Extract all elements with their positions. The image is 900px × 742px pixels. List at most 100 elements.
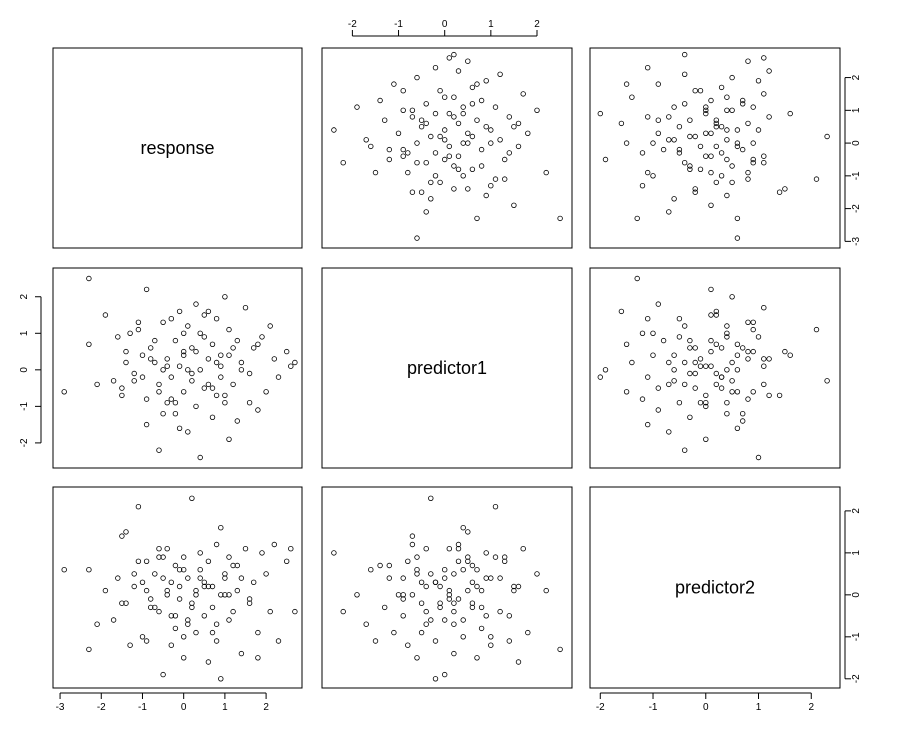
- data-point: [267, 323, 273, 329]
- data-point: [666, 359, 672, 366]
- data-point: [745, 356, 751, 362]
- data-point: [634, 275, 640, 282]
- data-point: [724, 127, 730, 133]
- data-point: [451, 114, 457, 120]
- data-point: [671, 104, 677, 110]
- data-point: [135, 326, 142, 333]
- data-point: [331, 127, 337, 133]
- data-point: [218, 363, 224, 369]
- data-point: [288, 363, 294, 369]
- data-point: [478, 146, 485, 153]
- data-point: [156, 389, 162, 395]
- panel-response-vs-predictor2: [589, 47, 841, 249]
- data-point: [156, 554, 162, 560]
- data-point: [432, 579, 439, 585]
- data-point: [734, 389, 741, 395]
- data-point: [734, 215, 741, 222]
- data-point: [483, 123, 489, 130]
- data-point: [697, 166, 704, 172]
- data-point: [131, 370, 137, 377]
- data-point: [697, 87, 704, 94]
- data-point: [692, 87, 698, 94]
- data-point: [687, 414, 693, 420]
- data-point: [543, 169, 549, 176]
- data-point: [713, 370, 719, 377]
- data-point: [655, 117, 661, 123]
- data-point: [131, 378, 137, 384]
- data-point: [418, 629, 425, 636]
- data-point: [511, 202, 517, 208]
- data-point: [354, 104, 360, 110]
- data-point: [687, 166, 693, 172]
- data-point: [474, 117, 480, 123]
- data-point: [745, 120, 751, 127]
- data-point: [692, 133, 698, 140]
- data-point: [492, 176, 499, 182]
- data-point: [506, 638, 512, 644]
- data-point: [340, 608, 346, 615]
- data-point: [405, 642, 411, 648]
- data-point: [131, 571, 137, 577]
- data-point: [131, 583, 137, 590]
- data-point: [750, 326, 756, 333]
- data-point: [193, 301, 199, 307]
- data-point: [492, 504, 499, 510]
- data-point: [729, 359, 735, 366]
- data-point: [697, 356, 704, 362]
- data-point: [147, 345, 154, 351]
- data-point: [469, 166, 476, 172]
- data-point: [645, 374, 651, 380]
- data-point: [409, 189, 416, 195]
- data-point: [682, 101, 688, 107]
- data-point: [123, 600, 129, 606]
- data-point: [176, 363, 183, 369]
- data-point: [442, 94, 448, 100]
- data-point: [226, 592, 232, 598]
- data-point: [465, 130, 471, 136]
- data-point: [368, 567, 374, 573]
- data-point: [271, 356, 277, 362]
- data-point: [432, 150, 439, 156]
- data-point: [414, 159, 420, 166]
- data-point: [147, 596, 154, 602]
- data-point: [474, 215, 480, 222]
- data-point: [734, 425, 741, 431]
- data-point: [213, 541, 220, 548]
- data-point: [386, 562, 392, 569]
- data-point: [230, 381, 236, 388]
- data-point: [86, 275, 92, 282]
- data-point: [193, 348, 199, 355]
- data-point: [724, 94, 730, 100]
- data-point: [692, 370, 698, 377]
- data-point: [469, 84, 476, 91]
- panel-frame: [321, 486, 573, 689]
- data-point: [451, 186, 457, 192]
- data-point: [682, 381, 688, 388]
- data-point: [222, 400, 228, 406]
- data-point: [497, 608, 503, 615]
- data-point: [766, 68, 772, 74]
- data-point: [226, 617, 232, 623]
- data-point: [497, 575, 503, 581]
- data-point: [432, 64, 439, 71]
- data-point: [745, 348, 751, 355]
- data-point: [139, 352, 146, 358]
- data-point: [263, 389, 269, 395]
- data-point: [418, 189, 425, 195]
- data-point: [745, 169, 751, 176]
- data-point: [460, 140, 466, 146]
- data-point: [418, 579, 425, 585]
- data-point: [246, 370, 253, 377]
- data-point: [123, 529, 129, 535]
- data-point: [682, 159, 688, 166]
- data-point: [201, 385, 207, 391]
- data-point: [185, 575, 191, 581]
- data-point: [391, 81, 397, 87]
- data-point: [400, 613, 406, 619]
- data-point: [189, 370, 195, 377]
- data-point: [193, 629, 199, 636]
- data-point: [437, 179, 443, 186]
- data-point: [787, 352, 793, 358]
- data-point: [172, 411, 179, 417]
- data-point: [432, 110, 439, 117]
